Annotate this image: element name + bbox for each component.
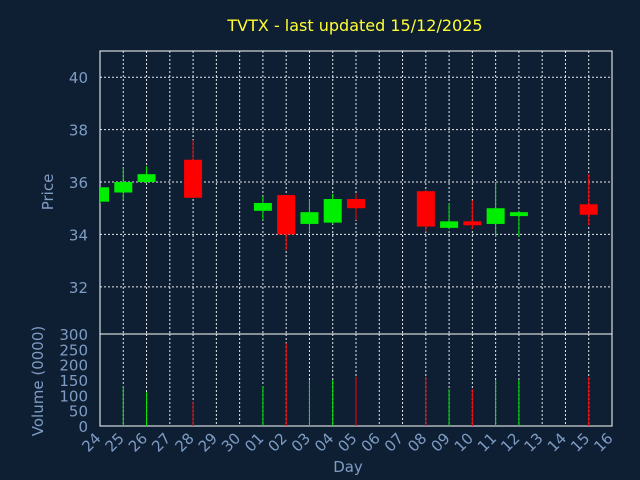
candle-body bbox=[114, 182, 133, 193]
candle-body bbox=[323, 199, 342, 223]
volume-tick-label: 300 bbox=[59, 326, 88, 344]
price-tick-label: 36 bbox=[69, 174, 88, 192]
candle-body bbox=[486, 208, 505, 224]
candle-body bbox=[509, 212, 528, 217]
volume-tick-label: 150 bbox=[59, 372, 88, 390]
price-tick-label: 32 bbox=[69, 279, 88, 297]
candle-body bbox=[416, 191, 435, 227]
price-panel: 32 34 36 38 40 bbox=[69, 50, 613, 335]
volume-tick-label: 0 bbox=[78, 418, 88, 436]
candle-body bbox=[300, 212, 319, 224]
candle-body bbox=[184, 159, 203, 198]
volume-tick-label: 100 bbox=[59, 387, 88, 405]
candle-body bbox=[137, 174, 156, 183]
candle-body bbox=[347, 199, 365, 209]
candles-group bbox=[100, 140, 598, 251]
x-axis: 2425262728293001020304050607080910111213… bbox=[78, 429, 616, 455]
x-axis-label: Day bbox=[333, 458, 363, 476]
price-axis-label: Price bbox=[39, 174, 57, 211]
chart-title: TVTX - last updated 15/12/2025 bbox=[226, 16, 482, 35]
candle-body bbox=[253, 202, 272, 211]
candle-body bbox=[463, 221, 482, 226]
x-tick-label: 16 bbox=[590, 429, 616, 455]
price-tick-label: 38 bbox=[69, 122, 88, 140]
candle-body bbox=[579, 204, 598, 215]
volume-tick-label: 200 bbox=[59, 357, 88, 375]
candle-body bbox=[277, 195, 296, 235]
price-tick-label: 40 bbox=[69, 69, 88, 87]
candle-body bbox=[440, 221, 459, 228]
candle-body bbox=[100, 187, 109, 202]
volume-axis-label: Volume (0000) bbox=[29, 326, 47, 436]
volume-tick-label: 50 bbox=[69, 403, 88, 421]
volume-tick-label: 250 bbox=[59, 341, 88, 359]
price-tick-label: 34 bbox=[69, 226, 88, 244]
